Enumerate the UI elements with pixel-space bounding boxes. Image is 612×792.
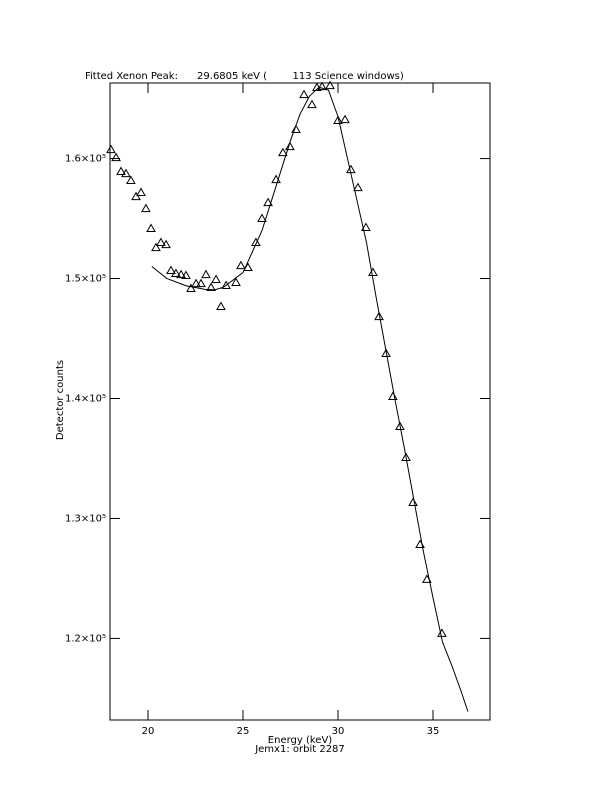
data-point	[116, 166, 126, 176]
data-point	[368, 267, 378, 277]
data-point	[221, 280, 231, 289]
data-point	[408, 497, 418, 507]
x-tick-label: 20	[142, 726, 155, 737]
data-point	[325, 80, 335, 90]
data-point	[146, 223, 156, 233]
data-point	[121, 168, 131, 178]
data-point	[151, 242, 161, 252]
y-tick-label: 1.6×10⁵	[65, 154, 106, 165]
data-point	[156, 237, 166, 247]
data-point	[395, 421, 405, 430]
data-point	[299, 89, 309, 99]
x-tick-label: 25	[237, 726, 250, 737]
data-point	[291, 124, 301, 134]
data-point	[171, 268, 181, 277]
x-axis-label: Energy (keV)	[268, 735, 333, 746]
data-point	[186, 283, 196, 292]
data-point	[211, 274, 221, 283]
data-point	[111, 152, 121, 162]
data-point	[161, 239, 171, 249]
data-point	[216, 301, 226, 310]
data-point	[131, 191, 141, 201]
y-tick-label: 1.2×10⁵	[65, 633, 106, 644]
data-point	[166, 265, 176, 275]
data-point	[388, 391, 398, 400]
y-tick-label: 1.4×10⁵	[65, 394, 106, 405]
data-point	[374, 311, 384, 321]
data-point	[437, 628, 447, 637]
data-point	[278, 147, 288, 157]
data-point	[401, 452, 411, 462]
data-point	[106, 144, 116, 154]
data-point	[196, 278, 206, 288]
plot-frame	[109, 82, 491, 721]
data-point	[201, 269, 211, 279]
data-point	[126, 175, 136, 185]
data-point	[141, 203, 151, 213]
subtitle: Jemx1: orbit 2287	[254, 744, 345, 755]
data-point	[206, 282, 216, 292]
data-point	[333, 115, 343, 125]
fit-line	[151, 86, 469, 712]
data-point	[191, 278, 201, 288]
data-point	[285, 141, 295, 151]
x-tick-label: 35	[427, 726, 440, 737]
x-tick-label: 30	[332, 726, 345, 737]
data-point	[340, 114, 350, 124]
data-point	[317, 81, 327, 91]
data-point	[263, 197, 273, 207]
chart-title: Fitted Xenon Peak: 29.6805 keV ( 113 Sci…	[85, 71, 404, 82]
data-point	[176, 269, 186, 279]
data-point	[361, 222, 371, 232]
data-point	[251, 237, 261, 247]
y-tick-label: 1.5×10⁵	[65, 274, 106, 285]
data-point	[181, 270, 191, 280]
data-point	[236, 260, 246, 270]
data-point	[136, 187, 146, 197]
data-point	[307, 99, 317, 109]
y-tick-label: 1.3×10⁵	[65, 513, 106, 524]
data-point	[231, 277, 241, 286]
data-point	[257, 213, 267, 223]
data-point	[381, 348, 391, 358]
data-point	[353, 182, 363, 192]
y-axis-label: Detector counts	[55, 360, 66, 440]
